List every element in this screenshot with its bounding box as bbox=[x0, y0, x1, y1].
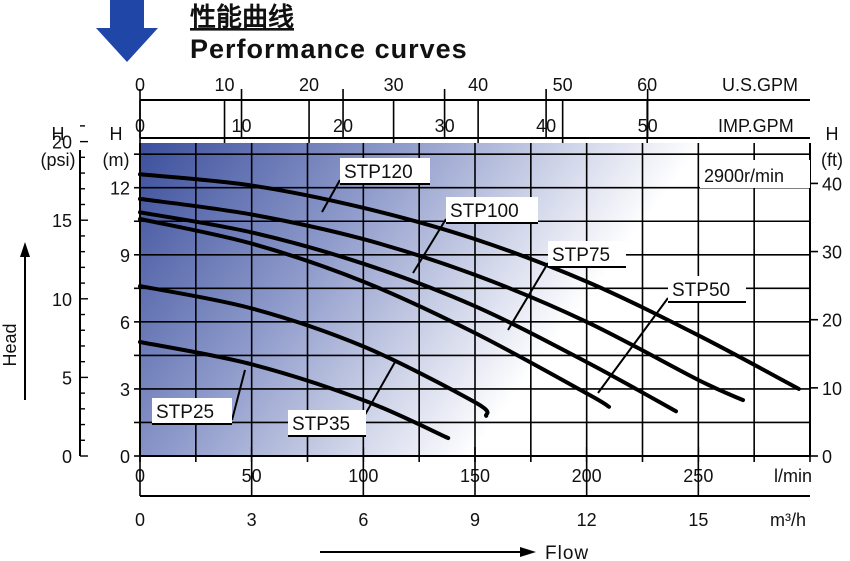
tick-label: 40 bbox=[468, 75, 488, 95]
tick-label: 0 bbox=[135, 75, 145, 95]
tick-label: 6 bbox=[358, 510, 368, 530]
head-arrow-icon bbox=[20, 242, 30, 257]
curve-stp35 bbox=[138, 284, 490, 418]
tick-label: 12 bbox=[577, 510, 597, 530]
tick-label: 10 bbox=[822, 379, 842, 399]
grid bbox=[140, 143, 810, 456]
tick-label: 0 bbox=[135, 116, 145, 136]
tick-label: 9 bbox=[120, 246, 130, 266]
imp-gpm-axis-label: IMP.GPM bbox=[718, 116, 794, 136]
tick-label: 30 bbox=[822, 243, 842, 263]
tick-label: 30 bbox=[384, 75, 404, 95]
flow-label: Flow bbox=[545, 543, 589, 561]
curve-stp50 bbox=[138, 217, 611, 409]
series-label-stp25: STP25 bbox=[156, 402, 214, 423]
psi-axis-label-unit: (psi) bbox=[41, 150, 76, 170]
series-label-stp50: STP50 bbox=[672, 280, 730, 301]
title-english: Performance curves bbox=[190, 34, 468, 64]
tick-label: 20 bbox=[333, 116, 353, 136]
series-label-box bbox=[548, 241, 626, 267]
tick-label: 20 bbox=[822, 311, 842, 331]
tick-label: 0 bbox=[62, 447, 72, 467]
curves bbox=[138, 172, 801, 441]
ft-axis-label-h: H bbox=[826, 124, 839, 144]
m-axis: 0 3 6 9 12 H (m) bbox=[103, 124, 141, 467]
m-axis-label-h: H bbox=[110, 124, 123, 144]
tick-label: 30 bbox=[435, 116, 455, 136]
tick-label: 50 bbox=[553, 75, 573, 95]
tick-label: 15 bbox=[52, 211, 72, 231]
tick-label: 50 bbox=[638, 116, 658, 136]
tick-label: 10 bbox=[215, 75, 235, 95]
series-label-stp35: STP35 bbox=[292, 414, 350, 435]
curve-stp100 bbox=[138, 196, 745, 403]
tick-label: 20 bbox=[299, 75, 319, 95]
curve-stp75 bbox=[138, 210, 678, 414]
leader-line bbox=[597, 297, 669, 394]
tick-label: 15 bbox=[688, 510, 708, 530]
leader-line bbox=[412, 218, 447, 274]
lpm-axis: 050100150200250 l/min bbox=[135, 455, 812, 486]
curve-stp25 bbox=[138, 340, 451, 441]
tick-label: 3 bbox=[120, 380, 130, 400]
tick-label: 40 bbox=[822, 174, 842, 194]
tick-label: 3 bbox=[247, 510, 257, 530]
title-chinese: 性能曲线 bbox=[190, 2, 294, 32]
tick-label: 0 bbox=[135, 510, 145, 530]
series-label-box bbox=[446, 197, 538, 223]
psi-axis-label-h: H bbox=[52, 124, 65, 144]
lpm-axis-label: l/min bbox=[774, 466, 812, 486]
series-label-box bbox=[340, 158, 430, 184]
m3h-axis-label: m³/h bbox=[770, 510, 806, 530]
leader-line bbox=[321, 179, 341, 213]
speed-label: 2900r/min bbox=[704, 166, 784, 186]
flow-arrow-icon bbox=[520, 547, 536, 557]
tick-label: 6 bbox=[120, 313, 130, 333]
series-label-box bbox=[152, 398, 232, 424]
tick-label: 60 bbox=[637, 75, 657, 95]
head-label: Head bbox=[0, 323, 20, 366]
imp-gpm-axis: 0 10 20 30 40 50 IMP.GPM bbox=[135, 89, 810, 139]
m3h-axis: 0 3 6 9 12 15 m³/h bbox=[135, 447, 810, 530]
psi-axis: 0 5 10 15 20 H (psi) bbox=[41, 124, 88, 467]
series-label-box bbox=[288, 410, 366, 436]
tick-label: 9 bbox=[470, 510, 480, 530]
tick-label: 12 bbox=[110, 179, 130, 199]
tick-label: 10 bbox=[52, 290, 72, 310]
tick-label: 10 bbox=[232, 116, 252, 136]
series-label-stp120: STP120 bbox=[344, 162, 413, 183]
m-axis-label-unit: (m) bbox=[103, 150, 130, 170]
leader-line bbox=[361, 361, 396, 421]
tick-label: 40 bbox=[536, 116, 556, 136]
series-label-box bbox=[668, 276, 746, 302]
tick-label: 0 bbox=[822, 447, 832, 467]
ft-axis-label-unit: (ft) bbox=[821, 150, 843, 170]
us-gpm-axis-label: U.S.GPM bbox=[722, 75, 798, 95]
ft-axis: 0 10 20 30 40 H (ft) bbox=[809, 124, 843, 467]
tick-label: 20 bbox=[52, 133, 72, 153]
down-arrow-icon bbox=[96, 0, 158, 62]
series-labels: STP120 STP100 STP75 STP50 STP35 STP25 bbox=[152, 158, 746, 437]
tick-label: 0 bbox=[120, 447, 130, 467]
speed-label-box bbox=[700, 160, 810, 188]
leader-line bbox=[507, 262, 549, 331]
series-label-stp75: STP75 bbox=[552, 245, 610, 266]
tick-label: 5 bbox=[62, 368, 72, 388]
us-gpm-axis: 0 10 20 30 40 50 60 U.S.GPM bbox=[135, 75, 810, 149]
curve-stp120 bbox=[138, 172, 801, 391]
series-label-stp100: STP100 bbox=[450, 201, 519, 222]
leader-line bbox=[231, 369, 246, 421]
